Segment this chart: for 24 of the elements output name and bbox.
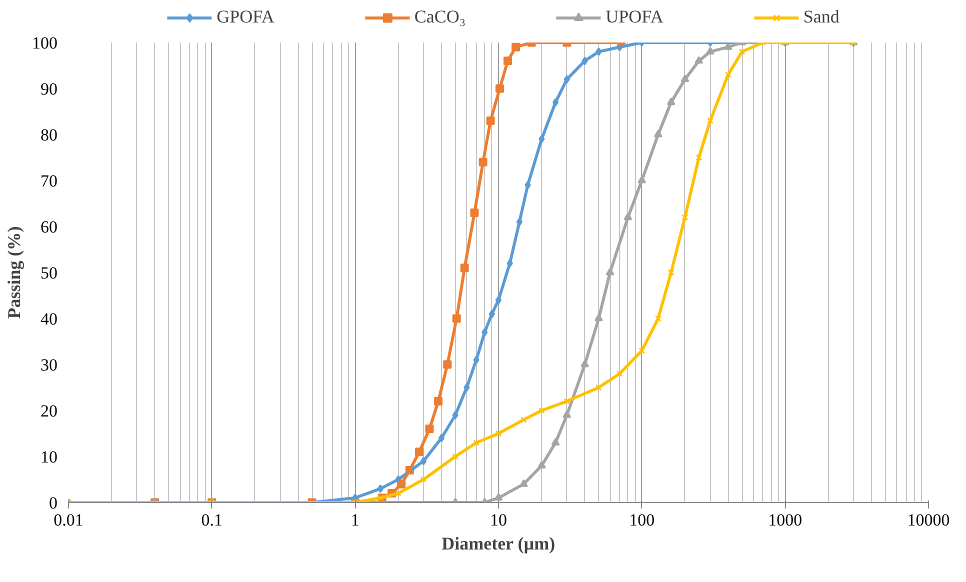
- y-tick-label: 50: [40, 264, 58, 282]
- y-tick-label: 70: [40, 172, 58, 190]
- y-tick-label: 100: [32, 34, 58, 52]
- x-tick-label: 0.01: [54, 510, 84, 530]
- legend-label: CaCO₃: [414, 6, 466, 28]
- y-tick-label: 80: [40, 126, 58, 144]
- legend-label: GPOFA: [216, 6, 274, 28]
- y-axis-title: Passing (%): [4, 226, 24, 319]
- y-tick-label: 10: [40, 448, 58, 466]
- x-axis-title: Diameter (µm): [442, 534, 556, 554]
- legend-label: Sand: [803, 6, 840, 28]
- y-tick-label: 60: [40, 218, 58, 236]
- x-tick-label: 0.1: [201, 510, 222, 530]
- legend-label: UPOFA: [606, 6, 664, 28]
- x-tick-label: 1: [350, 510, 360, 530]
- y-tick-label: 0: [49, 494, 58, 512]
- y-tick-label: 30: [40, 356, 58, 374]
- y-tick-label: 90: [40, 80, 58, 98]
- y-tick-label: 20: [40, 402, 58, 420]
- x-tick-label: 10: [490, 510, 507, 530]
- x-tick-label: 1000: [768, 510, 802, 530]
- x-tick-label: 100: [629, 510, 655, 530]
- x-tick-label: 10000: [907, 510, 950, 530]
- y-tick-label: 40: [40, 310, 58, 328]
